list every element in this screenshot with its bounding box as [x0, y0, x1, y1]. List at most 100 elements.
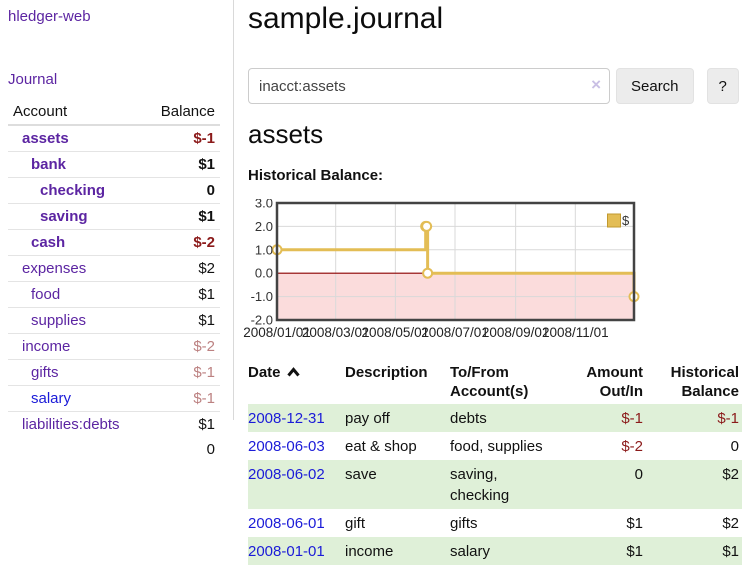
sidebar-account-link[interactable]: salary	[31, 390, 72, 407]
x-axis-tick-label: 2008/01/01	[243, 325, 311, 340]
register-accounts-cell: saving, checking	[450, 460, 565, 509]
account-balance: 0	[144, 177, 220, 204]
sidebar-account-link[interactable]: expenses	[22, 260, 87, 277]
register-accounts-cell: salary	[450, 537, 565, 565]
account-balance: $-2	[144, 229, 220, 256]
accounts-total-spacer	[8, 437, 145, 462]
register-date-cell: 2008-06-03	[248, 432, 345, 460]
register-col-date[interactable]: Date	[248, 359, 345, 404]
accounts-col-balance: Balance	[144, 99, 220, 126]
account-name-cell: income	[8, 333, 145, 360]
register-balance-cell: $1	[643, 537, 742, 565]
account-name-cell: assets	[8, 125, 145, 152]
register-description-cell: save	[345, 460, 450, 509]
account-balance: $1	[144, 307, 220, 334]
account-row: supplies $1	[8, 307, 220, 334]
account-name-cell: checking	[8, 177, 145, 204]
register-description-cell: income	[345, 537, 450, 565]
register-row: 2008-12-31 pay off debts $-1 $-1	[248, 404, 742, 432]
y-axis-tick-label: -2.0	[251, 313, 273, 328]
accounts-total-value: 0	[206, 441, 215, 458]
page-title: sample.journal	[248, 2, 444, 35]
chart-data-point	[421, 220, 433, 232]
register-balance-cell: 0	[730, 438, 739, 455]
register-col-tofrom: To/From Account(s)	[450, 364, 529, 400]
sidebar-account-link[interactable]: gifts	[31, 364, 59, 381]
register-description-cell: pay off	[345, 404, 450, 432]
register-amount-cell: $-1	[565, 404, 643, 432]
register-date-cell: 2008-01-01	[248, 537, 345, 565]
clear-search-icon[interactable]: ×	[591, 75, 601, 94]
register-description-cell: eat & shop	[345, 438, 417, 455]
register-date-link[interactable]: 2008-01-01	[248, 543, 325, 560]
sidebar-account-link[interactable]: cash	[31, 234, 66, 251]
account-name-cell: food	[8, 281, 145, 308]
account-balance: $-1	[144, 385, 220, 412]
chart-data-point	[422, 267, 434, 279]
y-axis-tick-label: 2.0	[255, 219, 273, 234]
account-name-cell: cash	[8, 229, 145, 256]
account-balance: $-1	[144, 359, 220, 386]
account-balance: $1	[144, 151, 220, 178]
x-axis-tick-label: 2008/05/01	[362, 325, 430, 340]
search-input-wrapper: ×	[248, 68, 610, 104]
register-row: 2008-01-01 income salary $1 $1	[248, 537, 742, 565]
sidebar-account-link[interactable]: income	[22, 338, 71, 355]
register-accounts-cell: gifts	[450, 515, 478, 532]
search-bar: × Search ?	[248, 68, 739, 104]
account-heading: assets	[248, 119, 324, 149]
app-brand-link[interactable]: hledger-web	[8, 8, 91, 25]
account-balance: $1	[144, 411, 220, 437]
register-date-cell: 2008-06-01	[248, 509, 345, 537]
account-row: food $1	[8, 281, 220, 308]
account-row: cash $-2	[8, 229, 220, 256]
accounts-col-account: Account	[8, 99, 145, 126]
sidebar-account-link[interactable]: food	[31, 286, 61, 303]
account-balance: $1	[144, 281, 220, 308]
account-row: gifts $-1	[8, 359, 220, 386]
sidebar-account-link[interactable]: checking	[40, 182, 106, 199]
register-date-cell: 2008-12-31	[248, 404, 345, 432]
register-header-row: Date Description To/From Account(s) Amou…	[248, 359, 742, 404]
register-amount-cell: $1	[626, 515, 643, 532]
account-balance: $-1	[193, 130, 215, 147]
legend-label: $	[622, 213, 630, 228]
sidebar-item-journal[interactable]: Journal	[8, 71, 58, 88]
sidebar-account-link[interactable]: assets	[22, 130, 69, 147]
register-balance-cell: $2	[643, 460, 742, 509]
account-name-cell: bank	[8, 151, 145, 178]
register-date-link[interactable]: 2008-06-02	[248, 466, 325, 483]
account-name-cell: gifts	[8, 359, 145, 386]
account-row: expenses $2	[8, 255, 220, 282]
register-accounts-cell: debts	[450, 404, 565, 432]
register-row: 2008-06-01 gift gifts $1 $2	[248, 509, 742, 537]
sidebar-account-link[interactable]: liabilities:debts	[22, 416, 120, 433]
sidebar-account-link[interactable]: saving	[40, 208, 88, 225]
sidebar-accounts-body: assets $-1 bank $1 checking 0 saving $1 cash $-2 e…	[8, 125, 220, 437]
register-col-balance: Historical Balance	[670, 364, 739, 400]
register-col-date-label: Date	[248, 364, 281, 381]
account-row: assets $-1	[8, 125, 220, 152]
help-button[interactable]: ?	[706, 68, 739, 104]
y-axis-tick-label: 1.0	[255, 242, 273, 257]
register-date-link[interactable]: 2008-06-03	[248, 438, 325, 455]
register-date-link[interactable]: 2008-12-31	[248, 410, 325, 427]
accounts-total-row: 0	[8, 437, 220, 462]
register-amount-cell: $-2	[621, 438, 643, 455]
account-balance: $-2	[144, 333, 220, 360]
register-date-cell: 2008-06-02	[248, 460, 345, 509]
register-amount-cell: 0	[565, 460, 643, 509]
x-axis-tick-label: 2008/11/01	[542, 325, 609, 340]
search-input[interactable]	[248, 68, 610, 104]
register-balance-cell: $2	[722, 515, 739, 532]
register-amount-cell: $1	[565, 537, 643, 565]
register-body: 2008-12-31 pay off debts $-1 $-1 2008-06-03 ea…	[248, 404, 742, 565]
register-description-cell: gift	[345, 515, 366, 532]
accounts-table-header: Account Balance	[8, 99, 220, 126]
account-row: salary $-1	[8, 385, 220, 412]
sidebar-account-link[interactable]: supplies	[31, 312, 87, 329]
account-row: liabilities:debts $1	[8, 411, 220, 437]
register-date-link[interactable]: 2008-06-01	[248, 515, 325, 532]
search-button[interactable]: Search	[616, 68, 694, 104]
sidebar-account-link[interactable]: bank	[31, 156, 67, 173]
